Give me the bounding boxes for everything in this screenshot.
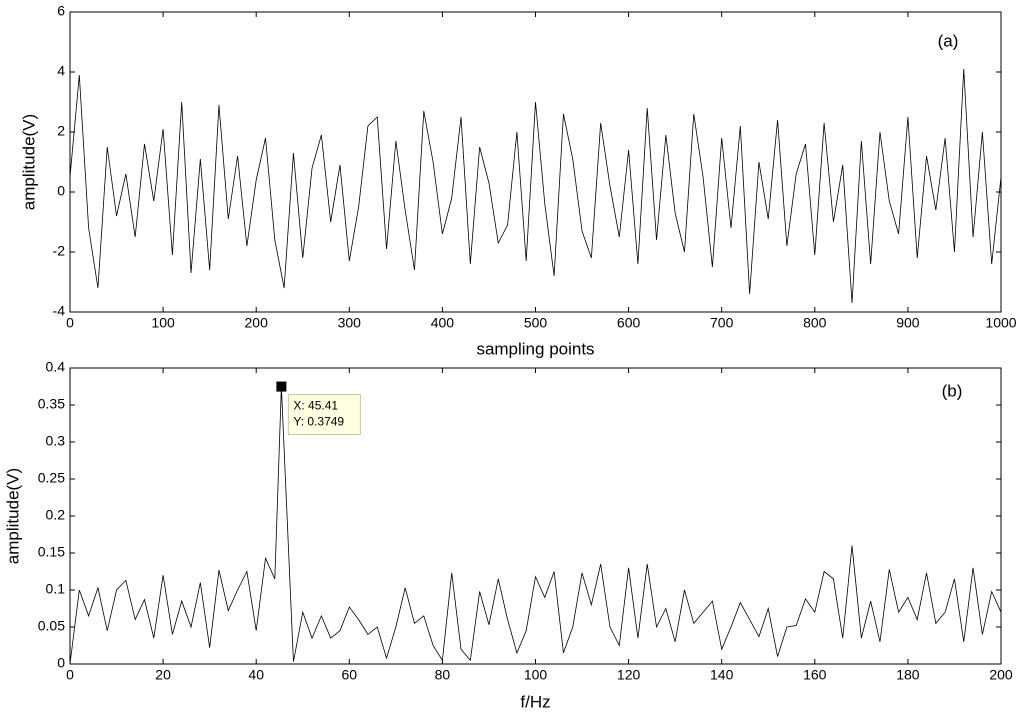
x-tick-label: 200 (245, 315, 269, 331)
datatip-marker (276, 381, 287, 392)
x-tick-label: 400 (431, 315, 455, 331)
y-tick-label: 0.25 (38, 470, 65, 486)
y-tick-label: 0.4 (46, 359, 66, 375)
y-tick-label: 0 (57, 655, 65, 671)
x-axis-label: f/Hz (520, 692, 550, 711)
x-tick-label: 900 (896, 315, 920, 331)
x-tick-label: 0 (66, 315, 74, 331)
x-tick-label: 300 (338, 315, 362, 331)
y-tick-label: 0.1 (46, 581, 66, 597)
y-tick-label: 4 (57, 63, 65, 79)
x-tick-label: 200 (989, 667, 1013, 683)
x-tick-label: 0 (66, 667, 74, 683)
x-tick-label: 700 (710, 315, 734, 331)
y-tick-label: 0.05 (38, 618, 65, 634)
x-tick-label: 60 (342, 667, 358, 683)
y-tick-label: 0.35 (38, 396, 65, 412)
x-tick-label: 500 (524, 315, 548, 331)
x-tick-label: 140 (710, 667, 734, 683)
y-tick-label: -2 (53, 243, 66, 259)
datatip-text: X: 45.41 (293, 399, 338, 413)
x-tick-label: 80 (435, 667, 451, 683)
axes-box (69, 11, 1002, 313)
datatip-box (287, 394, 361, 436)
x-axis-label: sampling points (476, 339, 594, 358)
subplot: 0 100 200 300 400 500 600 700 800 900 1000 -4 -2 0 2 4 6… (19, 3, 1016, 359)
axes-box (69, 367, 1002, 665)
x-tick-label: 40 (248, 667, 264, 683)
subplot: 0 20 40 60 80 100 120 140 160 180 200 0 0.05 0.1 0.15 0… (3, 359, 1012, 712)
x-tick-label: 1000 (985, 315, 1016, 331)
x-tick-label: 160 (803, 667, 827, 683)
signal-line (69, 386, 1002, 665)
x-tick-label: 800 (803, 315, 827, 331)
y-tick-label: 0.15 (38, 544, 65, 560)
panel-label: (a) (938, 31, 959, 50)
x-tick-label: 180 (896, 667, 920, 683)
y-tick-label: -4 (53, 303, 66, 319)
y-tick-label: 2 (57, 123, 65, 139)
y-tick-label: 0.2 (46, 507, 66, 523)
y-tick-label: 0.3 (46, 433, 66, 449)
y-axis-label: amplitude(V) (19, 114, 38, 210)
x-tick-label: 100 (151, 315, 175, 331)
datatip-text: Y: 0.3749 (293, 415, 344, 429)
x-tick-label: 120 (617, 667, 641, 683)
y-axis-label: amplitude(V) (3, 468, 22, 564)
x-tick-label: 100 (524, 667, 548, 683)
panel-label: (b) (942, 381, 963, 400)
x-tick-label: 20 (155, 667, 171, 683)
signal-line (69, 68, 1002, 304)
y-tick-label: 0 (57, 183, 65, 199)
x-tick-label: 600 (617, 315, 641, 331)
y-tick-label: 6 (57, 3, 65, 19)
